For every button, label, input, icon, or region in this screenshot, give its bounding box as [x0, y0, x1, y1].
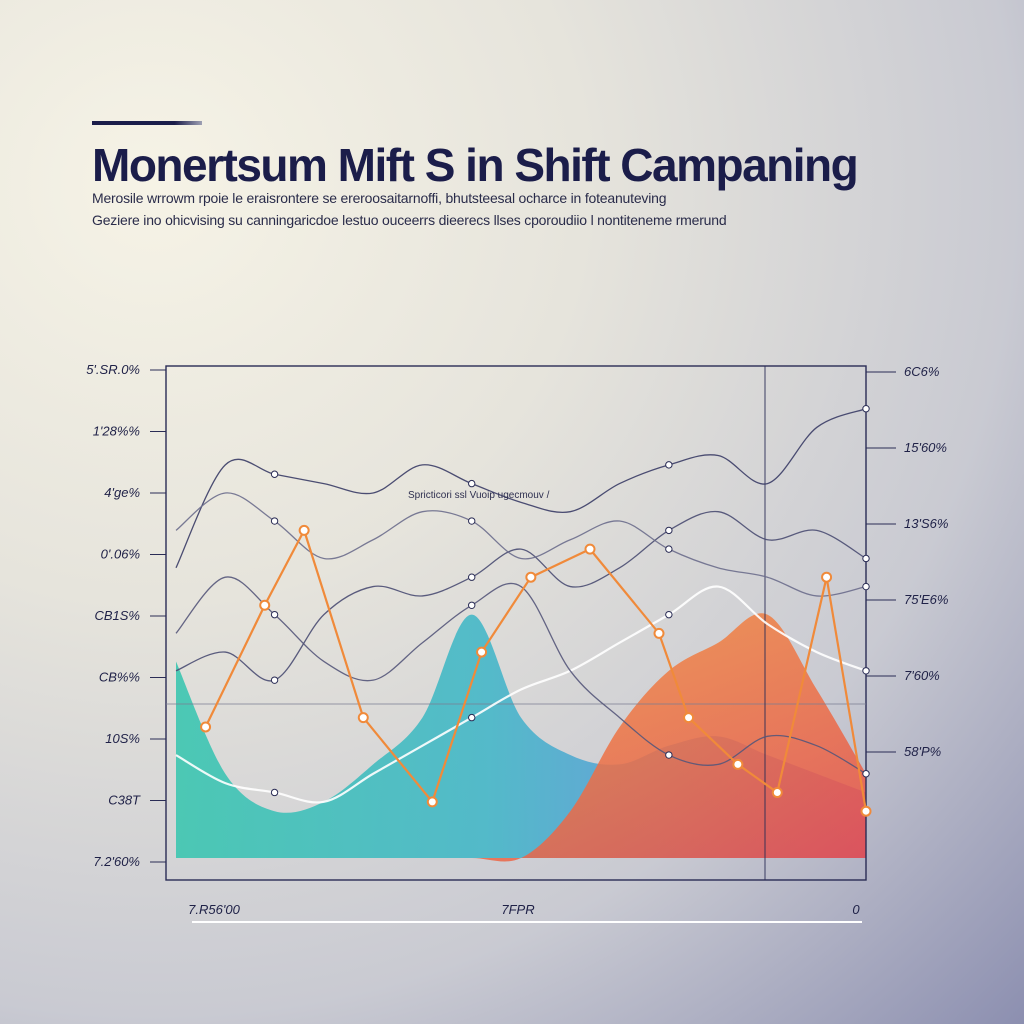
series-3-point-11 [665, 610, 673, 619]
series-2-point-15 [862, 554, 870, 563]
series-4-point-15 [862, 770, 870, 778]
highlight-point-5 [426, 796, 438, 808]
y-left-tick-1: 5'.SR.0% [86, 362, 140, 377]
highlight-point-2 [259, 599, 271, 611]
series-5-point-7 [468, 517, 476, 525]
highlight-line-1 [204, 527, 868, 812]
highlight-point-14 [860, 805, 872, 817]
series-1-point-3 [270, 470, 279, 478]
x-tick-3: 0 [852, 902, 860, 917]
series-1-point-15 [862, 405, 870, 413]
series-5-point-3 [270, 517, 279, 525]
y-left-tick-6: CB%% [99, 670, 140, 685]
series-1-point-11 [665, 461, 673, 469]
highlight-point-8 [584, 543, 596, 555]
y-left-tick-3: 4'ge% [104, 485, 140, 500]
highlight-point-11 [732, 758, 744, 770]
series-3-point-7 [468, 713, 476, 722]
series-line-1 [175, 408, 867, 569]
title-rule [92, 121, 202, 125]
series-1-point-7 [468, 479, 476, 488]
y-right-tick-6: 58'P% [904, 744, 941, 759]
x-tick-1: 7.R56'00 [188, 902, 240, 917]
highlight-point-10 [683, 712, 695, 724]
y-left-tick-9: 7.2'60% [93, 854, 140, 869]
highlight-point-7 [525, 571, 537, 583]
area-series-2 [176, 613, 866, 862]
y-right-tick-4: 75'E6% [904, 592, 948, 607]
highlight-point-6 [476, 646, 488, 658]
series-2-point-11 [665, 526, 673, 535]
series-line-2 [175, 511, 867, 682]
highlight-point-9 [653, 627, 665, 639]
chart-annotation: Spricticori ssl Vuoip ugecmouv / [408, 490, 550, 501]
series-4-point-11 [665, 751, 673, 759]
series-line-4 [175, 576, 867, 775]
y-right-tick-3: 13'S6% [904, 516, 948, 531]
subtitle-line-1: Merosile wrrowm rpoie le eraisrontere se… [92, 190, 667, 206]
subtitle-line-2: Geziere ino ohicvising su canningaricdoe… [92, 212, 727, 228]
y-right-tick-1: 6C6% [904, 364, 939, 379]
series-5-point-11 [665, 545, 673, 553]
highlight-point-12 [771, 786, 783, 798]
series-2-point-3 [270, 676, 279, 684]
y-left-tick-2: 1'28%% [93, 424, 140, 439]
y-right-tick-2: 15'60% [904, 440, 947, 455]
series-line-5 [175, 492, 867, 597]
series-2-point-7 [468, 573, 476, 581]
series-4-point-7 [468, 601, 476, 609]
series-5-point-15 [862, 582, 870, 591]
y-left-tick-5: CB1S% [94, 608, 140, 623]
highlight-point-13 [821, 571, 833, 583]
highlight-point-1 [200, 721, 212, 733]
y-left-tick-8: C38T [108, 793, 141, 808]
y-left-tick-7: 10S% [105, 731, 140, 746]
series-4-point-3 [270, 610, 279, 619]
x-tick-2: 7FPR [501, 902, 534, 917]
series-3-point-3 [270, 788, 279, 797]
y-left-tick-4: 0'.06% [101, 547, 140, 562]
series-3-point-15 [862, 667, 870, 675]
highlight-point-3 [298, 524, 310, 536]
page-title: Monertsum Mift S in Shift Campaning [92, 139, 859, 191]
plot-frame [165, 365, 867, 881]
y-right-tick-5: 7'60% [904, 668, 940, 683]
highlight-point-4 [357, 712, 369, 724]
series-line-3 [175, 585, 867, 804]
